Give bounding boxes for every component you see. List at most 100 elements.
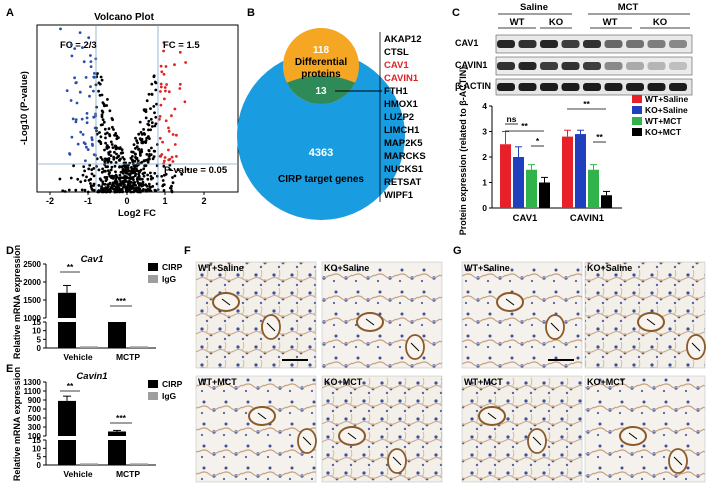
volcano-ylabel: -Log10 (P-value) [19, 71, 30, 145]
volcano-point [128, 174, 132, 177]
y-tick-label: 2000 [23, 278, 41, 287]
volcano-point [117, 176, 121, 180]
volcano-point [155, 102, 158, 106]
volcano-point [89, 60, 93, 63]
panel-label-f: F [184, 245, 191, 257]
volcano-point [171, 133, 175, 136]
y-tick-label: 2500 [23, 260, 41, 269]
volcano-point [170, 114, 173, 118]
arrow-marker [487, 412, 497, 420]
y-tick-label: 900 [28, 396, 42, 405]
arrow-marker [646, 318, 656, 326]
volcano-point [145, 184, 149, 188]
volcano-point [113, 164, 117, 168]
volcano-point [109, 140, 113, 144]
volcano-point [108, 133, 111, 136]
volcano-point [114, 170, 117, 174]
chart-d-title: Cav1 [81, 254, 104, 265]
blot-band [540, 40, 558, 48]
volcano-point [149, 128, 153, 132]
arrow-marker [266, 322, 276, 332]
volcano-point [95, 105, 98, 109]
volcano-point [133, 189, 136, 192]
blot-band [626, 40, 644, 48]
volcano-point [87, 178, 91, 182]
volcano-point [115, 137, 119, 141]
volcano-point [90, 138, 94, 142]
volcano-point [163, 156, 167, 159]
panel-label-g: G [453, 245, 462, 257]
volcano-point [65, 89, 69, 92]
volcano-point [141, 177, 144, 181]
volcano-point [58, 177, 62, 181]
volcano-point [102, 187, 105, 191]
volcano-title: Volcano Plot [94, 12, 154, 23]
volcano-point [120, 148, 124, 152]
volcano-point [152, 155, 156, 159]
panel-label-c: C [452, 7, 460, 19]
chart-c-bar [588, 169, 599, 208]
volcano-point [98, 190, 102, 193]
arrow-marker [505, 298, 515, 306]
volcano-point [160, 153, 164, 156]
arrow-marker [302, 436, 312, 446]
blot-band [583, 83, 601, 91]
volcano-point [132, 143, 136, 147]
blot-band [626, 83, 644, 91]
blot-band [604, 62, 623, 70]
volcano-point [138, 182, 142, 185]
volcano-point [178, 82, 182, 86]
arrow-marker [628, 432, 638, 440]
volcano-point [82, 141, 86, 145]
volcano-point [138, 152, 142, 156]
volcano-point [110, 165, 114, 169]
volcano-points [58, 27, 190, 194]
volcano-point [121, 176, 125, 180]
gene-label: MARCKS [384, 151, 426, 162]
volcano-point [173, 107, 177, 111]
volcano-point [135, 177, 139, 181]
volcano-point [164, 172, 168, 176]
volcano-point [159, 103, 163, 107]
volcano-point [147, 128, 150, 132]
volcano-point [150, 121, 154, 125]
bar-upper [58, 400, 76, 436]
histology-label: KO+Saline [587, 263, 632, 273]
volcano-point [75, 101, 79, 105]
arrow-marker [410, 342, 420, 352]
chart-c-legend-swatch [632, 106, 642, 114]
volcano-point [107, 127, 111, 131]
volcano-point [103, 189, 107, 193]
volcano-point [103, 148, 106, 152]
volcano-point [95, 132, 99, 136]
volcano-point [144, 139, 148, 143]
volcano-point [98, 177, 102, 181]
volcano-point [90, 142, 94, 146]
volcano-point [150, 93, 154, 96]
volcano-point [78, 90, 82, 94]
volcano-point [126, 169, 130, 172]
y-tick-label: 1000 [23, 314, 41, 323]
volcano-point [153, 111, 156, 115]
volcano-point [137, 147, 141, 151]
volcano-point [67, 188, 71, 192]
volcano-point [171, 176, 174, 179]
blot-band [647, 83, 666, 91]
legend-label: CIRP [162, 379, 183, 389]
volcano-point [142, 167, 146, 171]
volcano-point [89, 65, 93, 68]
chart-c-legend-label: WT+MCT [645, 116, 682, 126]
gene-list: AKAP12 CTSL CAV1 CAVIN1 FTH1 HMOX1 LUZP2 LIMCH1… [384, 34, 426, 201]
bar [130, 463, 148, 465]
bar-upper [58, 292, 76, 318]
volcano-point [158, 115, 162, 118]
volcano-point [128, 188, 132, 192]
blot-band [669, 83, 687, 91]
volcano-point [92, 184, 95, 187]
volcano-point [69, 99, 73, 102]
pvalue-label: P-value = 0.05 [164, 165, 228, 176]
volcano-point [79, 180, 83, 184]
